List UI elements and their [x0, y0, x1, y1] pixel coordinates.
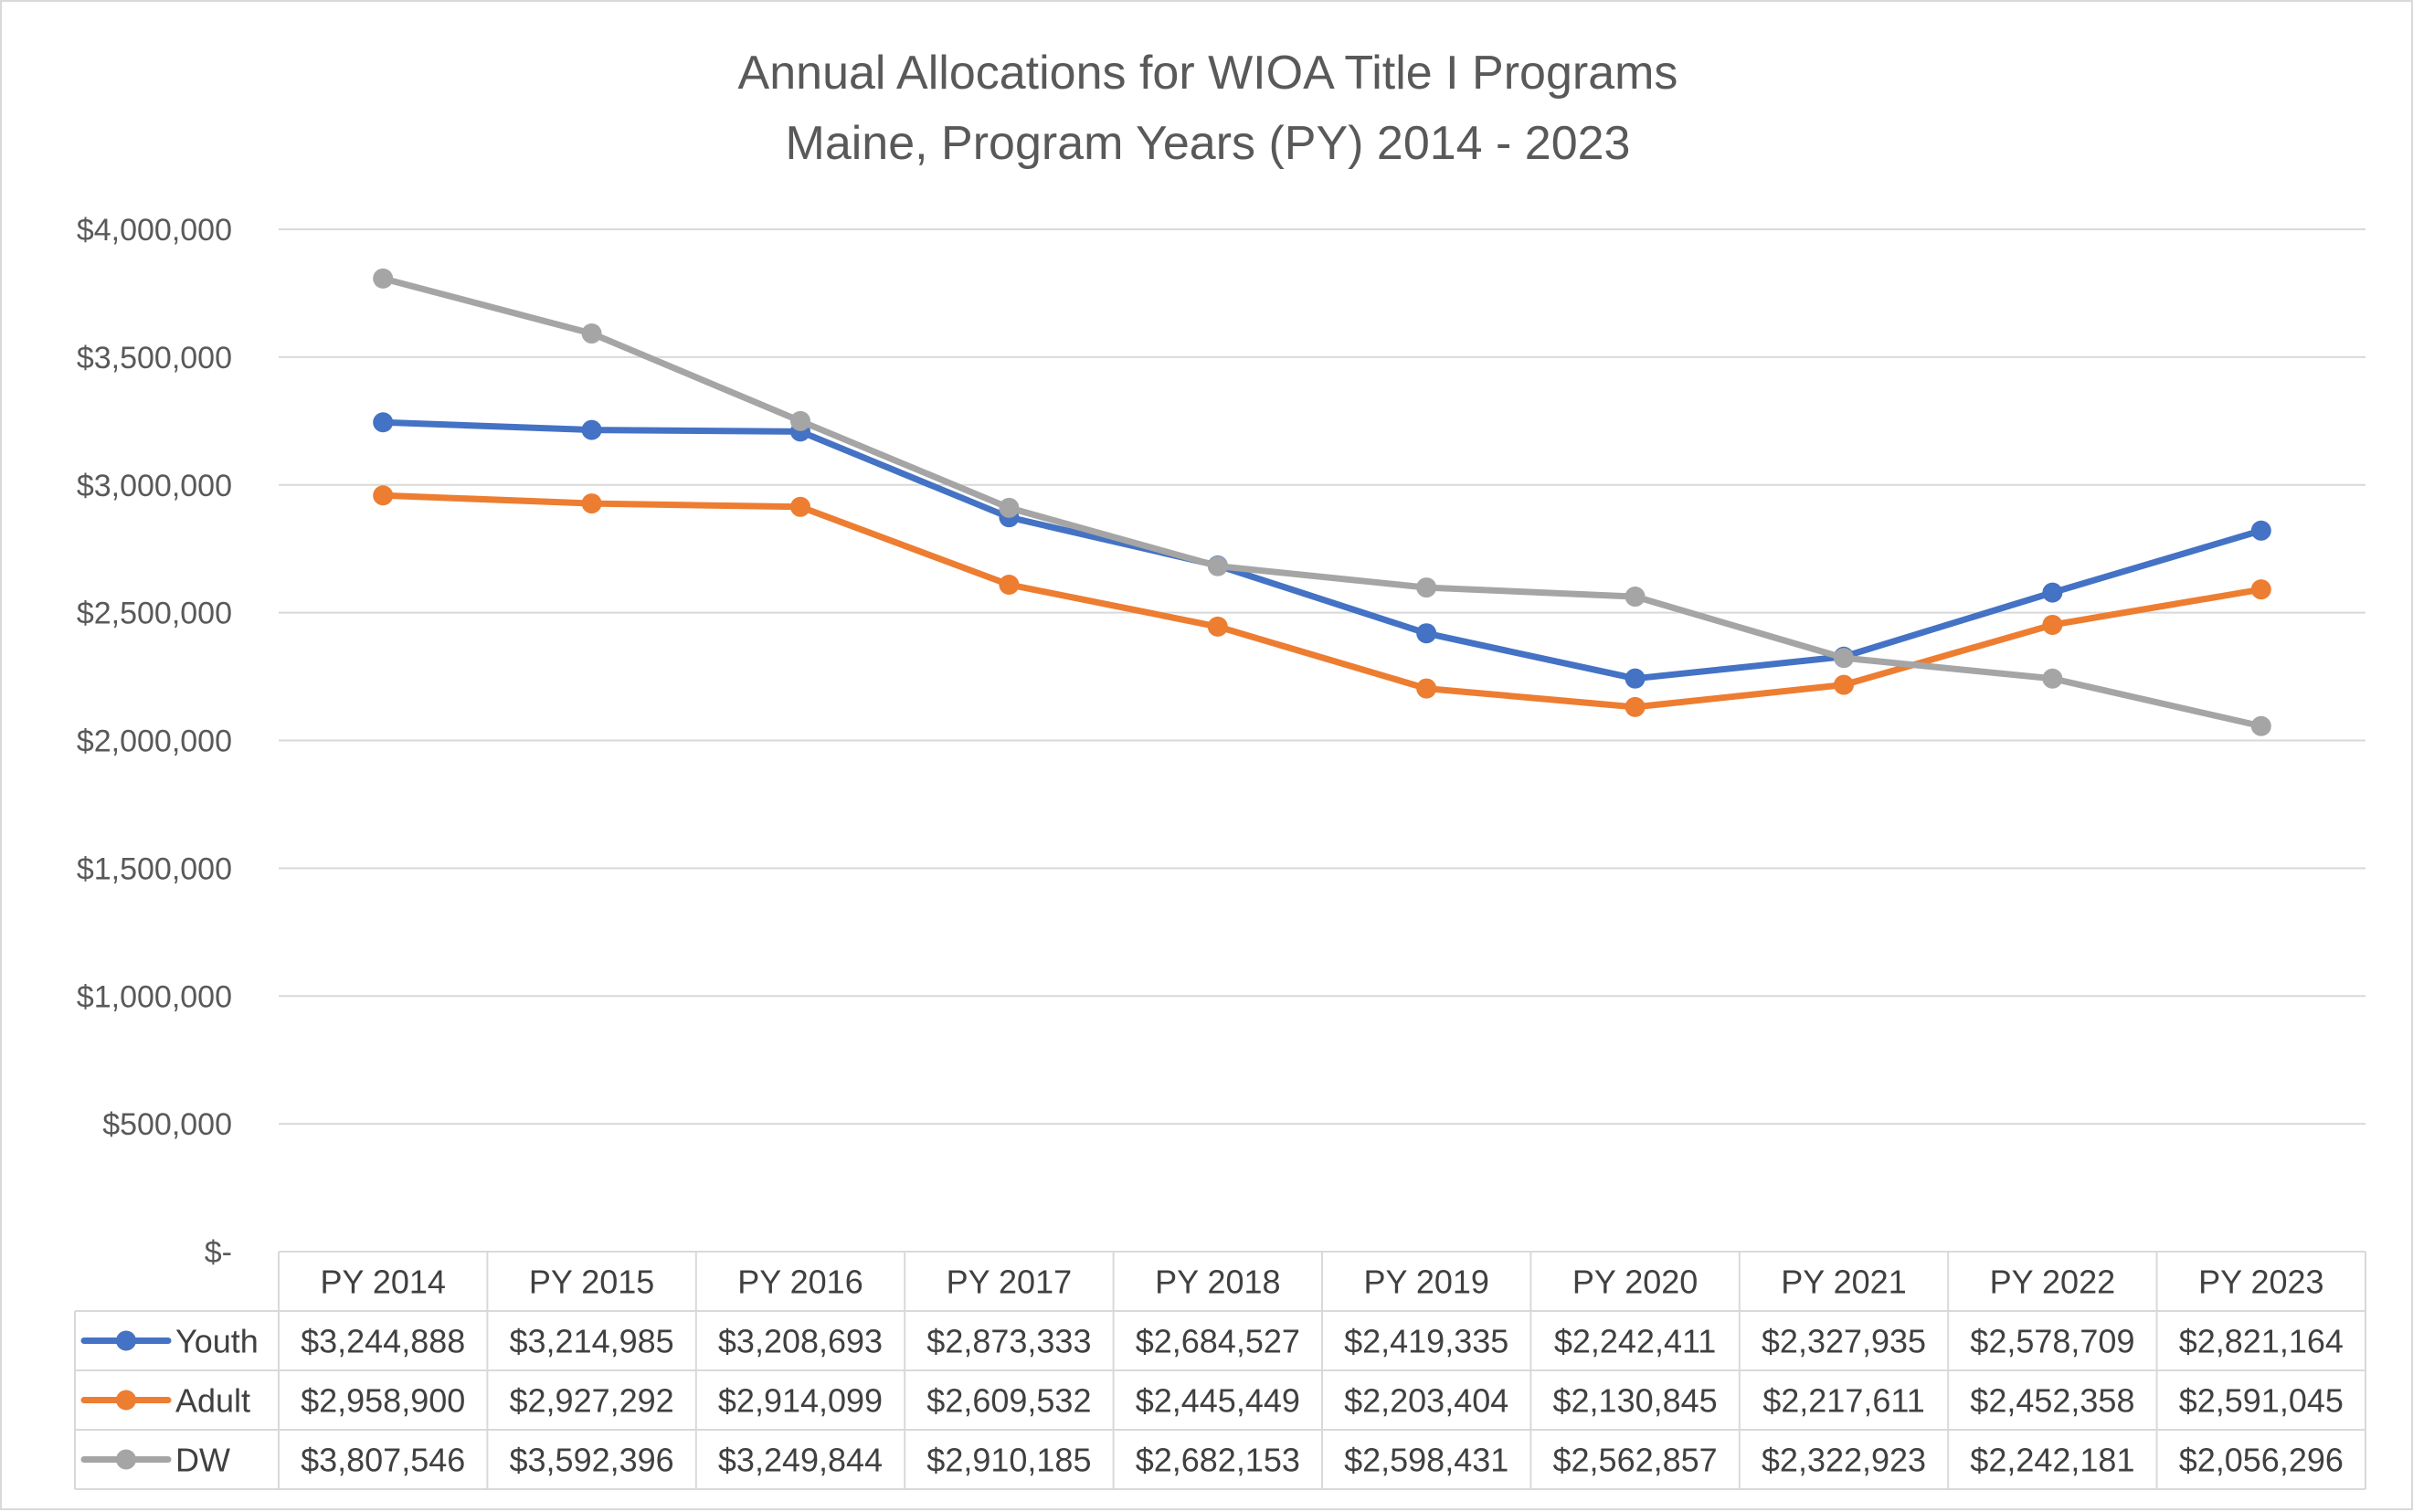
data-label: $2,327,935 — [1762, 1323, 1926, 1360]
data-label: $3,592,396 — [510, 1442, 674, 1479]
y-tick-label: $- — [205, 1235, 232, 1270]
x-tick-label: PY 2021 — [1781, 1264, 1906, 1301]
x-tick-label: PY 2022 — [1990, 1264, 2115, 1301]
data-label: $2,914,099 — [718, 1382, 883, 1420]
legend-label: Youth — [175, 1323, 259, 1360]
legend-key-youth — [80, 1330, 172, 1351]
data-point — [1207, 616, 1228, 637]
data-point — [581, 323, 602, 344]
data-point — [1834, 648, 1854, 669]
legend-marker — [116, 1330, 136, 1351]
data-label: $2,821,164 — [2179, 1323, 2344, 1360]
x-tick-label: PY 2018 — [1155, 1264, 1280, 1301]
data-point — [1834, 674, 1854, 695]
data-label: $2,578,709 — [1970, 1323, 2134, 1360]
data-point — [1625, 587, 1646, 608]
x-tick-label: PY 2019 — [1363, 1264, 1488, 1301]
data-label: $2,322,923 — [1762, 1442, 1926, 1479]
data-point — [373, 412, 394, 433]
data-label: $2,130,845 — [1553, 1382, 1718, 1420]
data-point — [1416, 623, 1437, 644]
y-tick-label: $1,500,000 — [77, 851, 232, 886]
data-label: $2,056,296 — [2179, 1442, 2344, 1479]
legend-label: Adult — [175, 1382, 250, 1420]
data-label: $2,958,900 — [301, 1382, 465, 1420]
x-tick-label: PY 2015 — [529, 1264, 654, 1301]
x-tick-label: PY 2016 — [737, 1264, 863, 1301]
data-point — [999, 574, 1020, 595]
chart-title: Annual Allocations for WIOA Title I Prog… — [738, 47, 1678, 100]
data-point — [2042, 668, 2063, 689]
series-lines — [373, 268, 2271, 736]
data-point — [2250, 715, 2271, 736]
x-tick-label: PY 2014 — [320, 1264, 445, 1301]
x-tick-label: PY 2017 — [947, 1264, 1072, 1301]
series-dw — [373, 268, 2271, 736]
data-label: $2,419,335 — [1344, 1323, 1508, 1360]
data-label: $3,244,888 — [301, 1323, 465, 1360]
y-axis-tick-labels: $- $500,000 $1,000,000 $1,500,000 $2,000,000… — [77, 213, 232, 1270]
data-label: $3,208,693 — [718, 1323, 883, 1360]
data-label: $2,242,181 — [1970, 1442, 2134, 1479]
data-label: $2,598,431 — [1344, 1442, 1508, 1479]
data-point — [581, 419, 602, 440]
data-point — [2250, 579, 2271, 600]
gridlines — [279, 228, 2365, 1126]
data-label: $2,242,411 — [1554, 1323, 1717, 1360]
y-tick-label: $3,500,000 — [77, 341, 232, 375]
data-label: $2,682,153 — [1136, 1442, 1300, 1479]
series-line — [379, 492, 2265, 711]
data-point — [373, 485, 394, 506]
data-label: $2,452,358 — [1970, 1382, 2134, 1420]
data-point — [999, 497, 1020, 518]
series-adult — [373, 485, 2271, 717]
series-line — [379, 418, 2265, 682]
series-line — [379, 275, 2265, 730]
data-label: $2,562,857 — [1553, 1442, 1718, 1479]
y-tick-label: $2,500,000 — [77, 597, 232, 631]
y-tick-label: $2,000,000 — [77, 724, 232, 759]
data-table: PY 2014 PY 2015 PY 2016 PY 2017 PY 2018 PY 20… — [74, 1251, 2366, 1490]
data-label: $2,873,333 — [926, 1323, 1091, 1360]
y-tick-label: $500,000 — [102, 1107, 232, 1142]
legend-label: DW — [175, 1442, 230, 1479]
data-point — [373, 268, 394, 289]
data-label: $2,927,292 — [510, 1382, 674, 1420]
data-point — [1625, 668, 1646, 689]
data-label: $2,217,611 — [1762, 1382, 1925, 1420]
x-tick-label: PY 2023 — [2198, 1264, 2323, 1301]
data-label: $2,609,532 — [926, 1382, 1091, 1420]
data-label: $2,591,045 — [2179, 1382, 2344, 1420]
data-point — [790, 496, 810, 517]
data-label: $3,807,546 — [301, 1442, 465, 1479]
data-point — [1625, 696, 1646, 717]
data-label: $2,203,404 — [1344, 1382, 1508, 1420]
chart-subtitle: Maine, Program Years (PY) 2014 - 2023 — [786, 117, 1631, 170]
data-point — [2042, 614, 2063, 635]
data-point — [1416, 678, 1437, 699]
data-label: $2,684,527 — [1136, 1323, 1300, 1360]
data-label: $3,249,844 — [718, 1442, 883, 1479]
legend-key-dw — [80, 1449, 172, 1470]
data-point — [2042, 582, 2063, 603]
data-point — [1416, 577, 1437, 598]
data-label: $2,910,185 — [926, 1442, 1091, 1479]
x-tick-label: PY 2020 — [1572, 1264, 1698, 1301]
data-point — [2250, 520, 2271, 541]
y-tick-label: $1,000,000 — [77, 979, 232, 1014]
data-point — [1207, 555, 1228, 576]
legend-key-adult — [80, 1390, 172, 1411]
data-label: $2,445,449 — [1136, 1382, 1300, 1420]
y-tick-label: $4,000,000 — [77, 213, 232, 248]
data-point — [581, 493, 602, 514]
series-youth — [373, 412, 2271, 689]
data-point — [790, 410, 810, 431]
legend-marker — [116, 1449, 136, 1470]
legend-marker — [116, 1390, 136, 1411]
y-tick-label: $3,000,000 — [77, 469, 232, 503]
data-label: $3,214,985 — [510, 1323, 674, 1360]
